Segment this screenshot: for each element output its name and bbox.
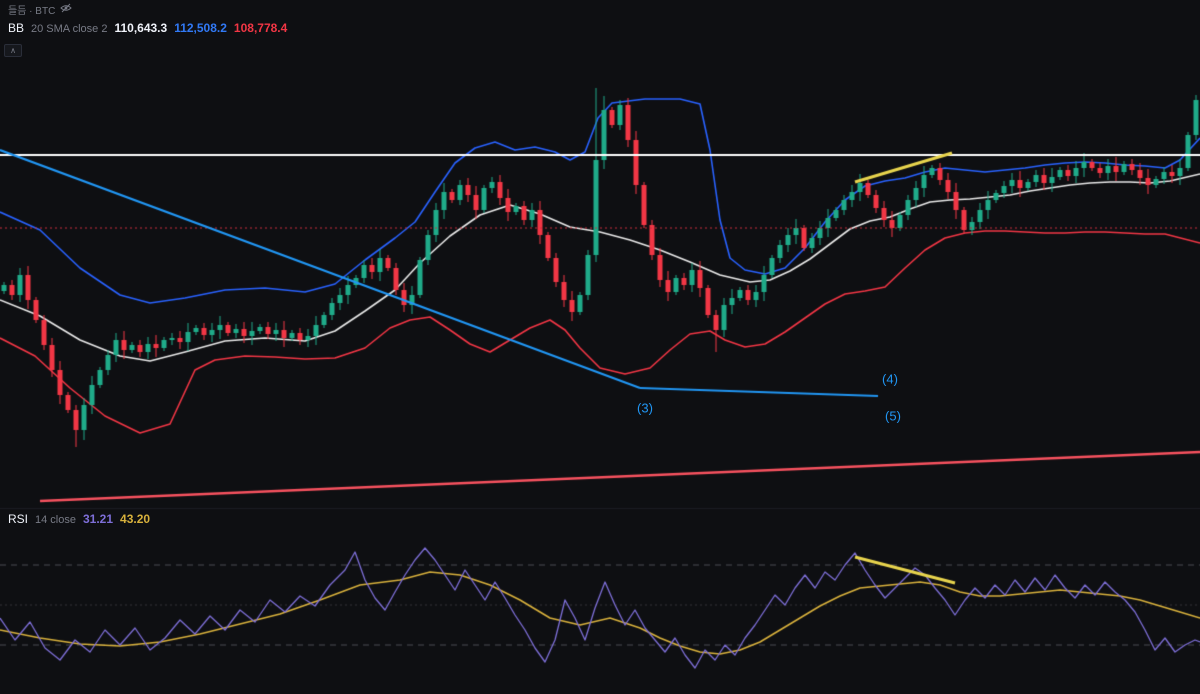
bb-indicator-title[interactable]: BB [8,21,25,35]
bb-upper-value: 112,508.2 [174,21,227,35]
symbol-text: 들듬 · BTC [8,6,56,17]
rsi-indicator-title[interactable]: RSI [8,512,29,526]
hidden-eye-icon[interactable] [60,3,73,16]
collapse-indicator-button[interactable]: ∧ [4,44,22,57]
rsi-value: 31.21 [83,512,114,526]
rsi-indicator-params: 14 close [35,514,76,526]
wave-label[interactable]: (3) [637,400,653,416]
bb-basis-value: 110,643.3 [114,21,168,35]
bb-lower-value: 108,778.4 [233,21,288,35]
wave-label[interactable]: (5) [885,408,901,424]
wave-label[interactable]: (4) [882,371,898,387]
symbol-row: 들듬 · BTC [8,2,73,17]
bb-indicator-params: 20 SMA close 2 [31,23,108,35]
bb-indicator-legend: BB 20 SMA close 2 110,643.3 112,508.2 10… [8,21,287,35]
rsi-ma-value: 43.20 [120,512,151,526]
rsi-indicator-legend: RSI 14 close 31.21 43.20 [8,512,150,526]
